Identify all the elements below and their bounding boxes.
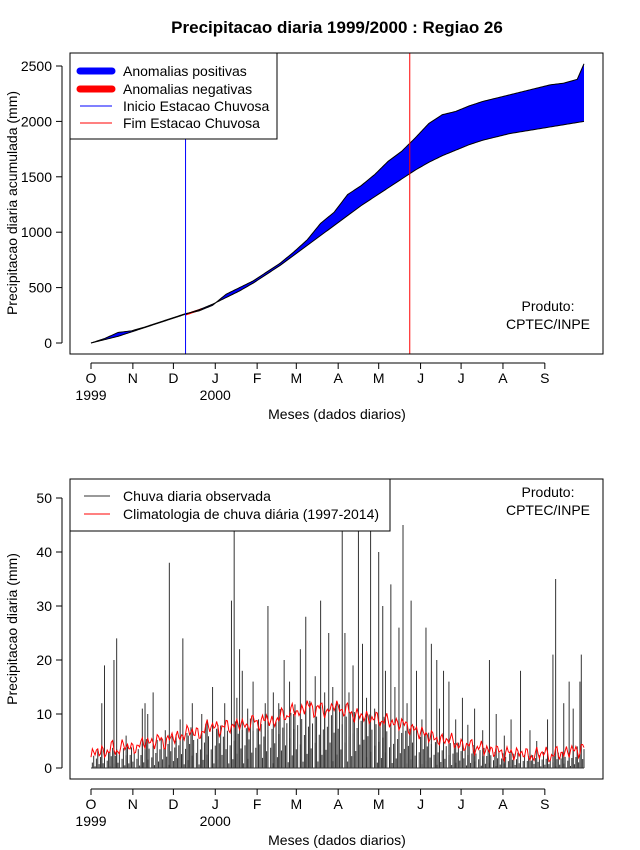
- cumulative-precipitation-panel: 0 500 1000 1500 2000 2500 O N D J F M A M J J A S 1999 200…: [4, 52, 604, 422]
- bottom-legend-box: [69, 478, 391, 532]
- bottom-x-tick-label: J: [458, 796, 465, 812]
- bottom-year-label: 2000: [200, 813, 231, 829]
- bottom-y-tick-label: 50: [36, 490, 52, 506]
- legend-entry-observed: Chuva diaria observada: [123, 488, 271, 504]
- bottom-x-axis-label: Meses (dados diarios): [268, 832, 406, 848]
- bottom-x-tick-label: M: [373, 796, 385, 812]
- top-y-tick-label: 500: [29, 280, 53, 296]
- positive-anomaly-area: [91, 63, 584, 344]
- daily-precipitation-panel: 0 10 20 30 40 50 O N D J F M A M J J A S 1999 2000 Precipi…: [4, 478, 604, 848]
- bottom-y-tick-label: 0: [44, 760, 52, 776]
- top-y-tick-label: 2500: [21, 58, 52, 74]
- top-credit-line2: CPTEC/INPE: [506, 316, 590, 332]
- climatology-daily-line: [90, 700, 585, 763]
- top-plot-frame: [69, 52, 604, 355]
- top-x-tick-label: A: [334, 370, 344, 386]
- daily-data-layer: [90, 508, 585, 769]
- bottom-x-tick-label: M: [290, 796, 302, 812]
- bottom-y-axis-label: Precipitacao diaria (mm): [4, 553, 20, 705]
- top-y-axis-label: Precipitacao diaria acumulada (mm): [4, 91, 20, 315]
- top-x-tick-label: S: [540, 370, 549, 386]
- top-x-tick-label: A: [498, 370, 508, 386]
- observed-cumulative-line: [90, 63, 585, 344]
- top-x-tick-label: N: [128, 370, 138, 386]
- chart-title: Precipitacao diaria 1999/2000 : Regiao 2…: [171, 18, 503, 37]
- top-x-axis-label: Meses (dados diarios): [268, 406, 406, 422]
- bottom-x-tick-label: N: [128, 796, 138, 812]
- top-year-label: 2000: [200, 387, 231, 403]
- legend-entry-positive: Anomalias positivas: [123, 63, 247, 79]
- bottom-x-tick-label: J: [417, 796, 424, 812]
- top-x-tick-label: M: [373, 370, 385, 386]
- top-x-tick-label: O: [86, 370, 97, 386]
- bottom-y-tick-label: 30: [36, 598, 52, 614]
- top-y-tick-label: 1500: [21, 169, 52, 185]
- top-legend-box: [69, 52, 278, 140]
- top-x-tick-label: D: [168, 370, 178, 386]
- top-x-axis: O N D J F M A M J J A S 1999 2000: [75, 362, 550, 403]
- bottom-y-tick-label: 20: [36, 652, 52, 668]
- bottom-y-tick-label: 40: [36, 544, 52, 560]
- climatology-cumulative-line: [90, 120, 585, 344]
- top-year-label: 1999: [75, 387, 106, 403]
- bottom-x-tick-label: F: [253, 796, 262, 812]
- bottom-x-tick-label: A: [498, 796, 508, 812]
- bottom-x-tick-label: A: [334, 796, 344, 812]
- legend-entry-end: Fim Estacao Chuvosa: [123, 115, 260, 131]
- top-x-tick-label: J: [212, 370, 219, 386]
- top-x-tick-label: J: [417, 370, 424, 386]
- bottom-x-tick-label: J: [212, 796, 219, 812]
- top-y-tick-label: 1000: [21, 224, 52, 240]
- top-x-tick-label: M: [290, 370, 302, 386]
- bottom-x-tick-label: S: [540, 796, 549, 812]
- top-y-tick-label: 0: [44, 335, 52, 351]
- legend-entry-climatology: Climatologia de chuva diária (1997-2014): [123, 506, 379, 522]
- bottom-credit-line2: CPTEC/INPE: [506, 502, 590, 518]
- legend-entry-negative: Anomalias negativas: [123, 81, 252, 97]
- top-x-tick-label: J: [458, 370, 465, 386]
- top-x-tick-label: F: [253, 370, 262, 386]
- bottom-x-tick-label: D: [168, 796, 178, 812]
- bottom-y-axis: 0 10 20 30 40 50: [36, 490, 63, 776]
- top-legend: Anomalias positivas Anomalias negativas …: [69, 52, 278, 140]
- top-y-tick-label: 2000: [21, 113, 52, 129]
- cumulative-data-layer: [90, 53, 585, 354]
- legend-entry-onset: Inicio Estacao Chuvosa: [123, 98, 270, 114]
- bottom-x-tick-label: O: [86, 796, 97, 812]
- top-credit-line1: Produto:: [522, 298, 575, 314]
- bottom-year-label: 1999: [75, 813, 106, 829]
- bottom-x-axis: O N D J F M A M J J A S 1999 2000: [75, 788, 550, 829]
- bottom-legend: Chuva diaria observada Climatologia de c…: [69, 478, 391, 532]
- top-y-axis: 0 500 1000 1500 2000 2500: [21, 58, 63, 351]
- bottom-credit-line1: Produto:: [522, 484, 575, 500]
- bottom-y-tick-label: 10: [36, 706, 52, 722]
